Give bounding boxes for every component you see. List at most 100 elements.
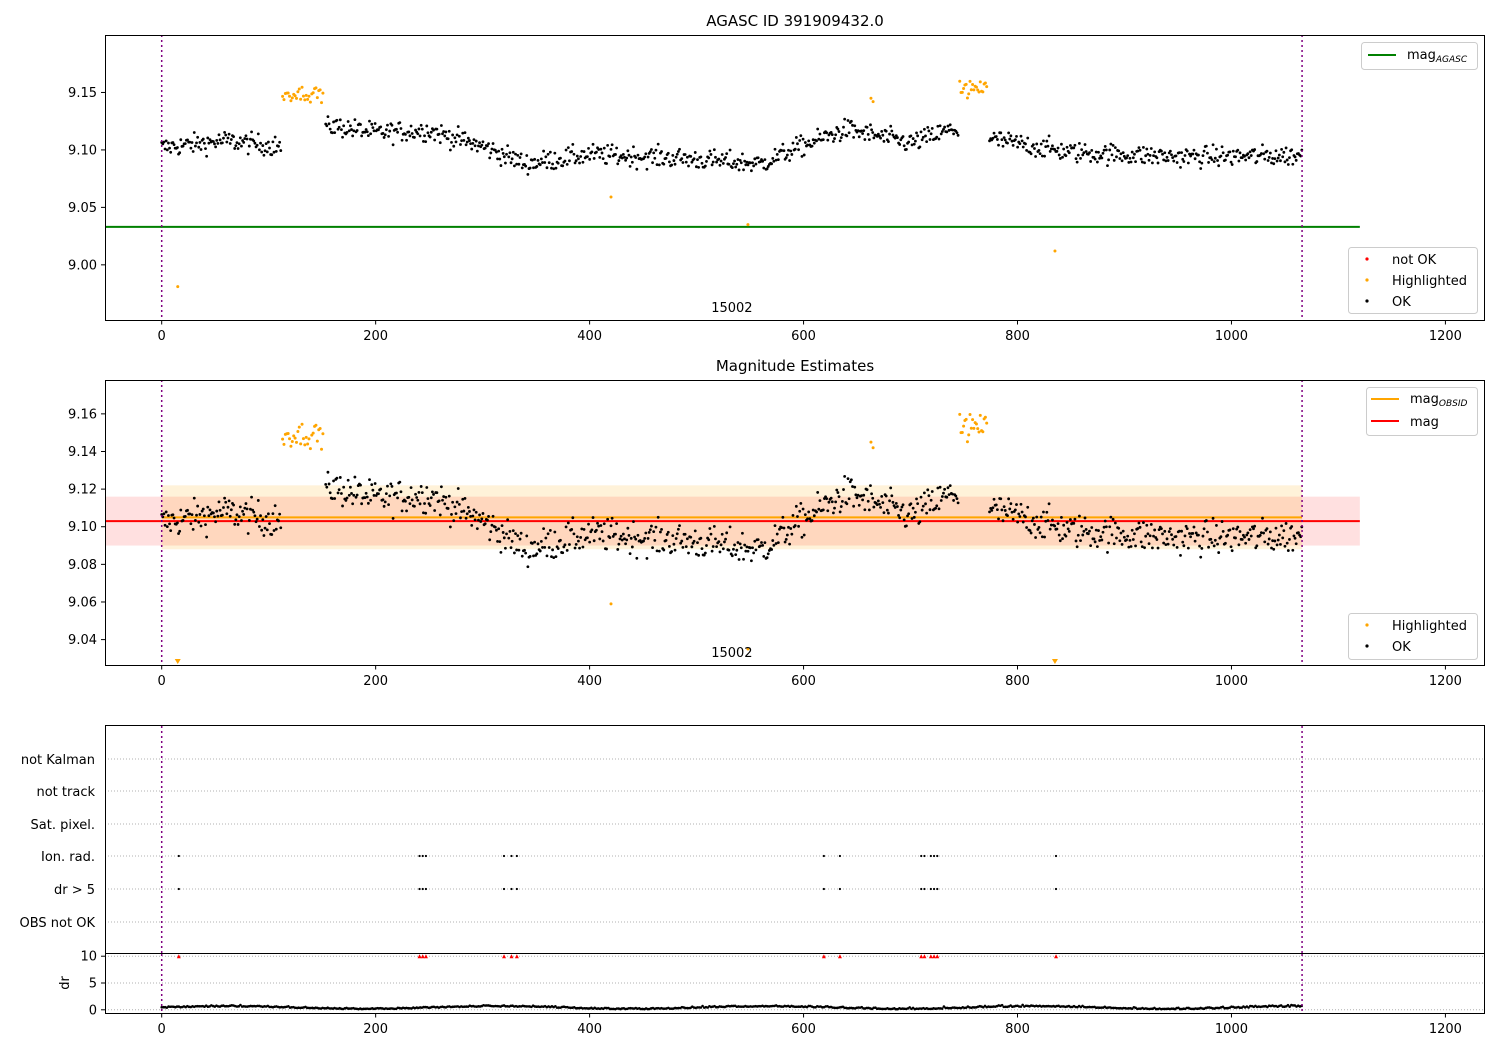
ok-point [1110,533,1114,537]
ok-point [205,535,209,539]
ok-point [377,492,380,496]
ok-point [265,528,269,532]
ok-point [424,511,428,515]
ok-point [504,161,507,165]
ok-point [528,554,532,558]
ok-point [801,507,805,511]
ok-point [719,159,723,163]
ok-point [464,516,468,520]
ok-point [1286,549,1290,552]
ok-point [224,500,228,504]
ok-point [1272,162,1276,166]
ok-point [501,531,505,534]
agasc-xtick-label: 1000 [1215,329,1248,344]
highlighted-point [303,98,307,102]
ok-point [530,158,534,162]
ok-point [183,514,187,518]
ok-point [867,508,871,512]
ok-point [1163,151,1167,155]
ok-point [204,523,207,526]
ok-point [733,159,736,163]
ok-point [360,502,364,506]
ok-point [1210,158,1214,162]
ok-point [565,162,569,166]
ok-point [832,140,835,143]
ok-point [832,511,835,515]
highlighted-point [976,427,980,431]
ok-point [754,548,758,552]
ok-point [1046,519,1050,522]
ok-point [852,135,856,139]
ok-point [243,137,247,140]
ok-point [636,153,640,157]
highlighted-point [299,442,303,446]
ok-point [548,150,552,154]
ok-point [1255,544,1259,548]
ok-point [935,504,939,508]
ok-point [274,527,278,531]
ok-point [1274,149,1278,153]
ok-point [889,124,893,128]
ok-point [714,155,717,159]
ok-point [1042,510,1045,514]
ok-point [461,497,465,501]
ok-point [914,139,917,143]
ok-point [452,519,456,523]
ok-point [451,133,455,137]
highlighted-point [981,90,985,94]
ok-point [1211,143,1215,147]
ok-point [659,530,662,534]
ok-point [1290,525,1294,528]
flag-event-point [822,887,825,891]
ok-point [1204,519,1208,522]
ok-point [195,513,198,517]
ok-point [1010,139,1014,143]
ok-point [660,150,663,153]
ok-point [741,531,744,535]
ok-point [1152,154,1155,158]
ok-point [791,141,795,145]
ok-point [1265,149,1269,153]
ok-point [1138,525,1142,529]
ok-point [202,514,206,518]
ok-point [785,533,789,537]
ok-point [415,496,419,499]
ok-point [1055,149,1059,153]
ok-point [176,146,179,149]
ok-point [1025,148,1029,152]
ok-point [787,148,790,152]
ok-point [236,523,240,526]
ok-point [368,119,371,123]
ok-point [1060,515,1063,519]
ok-point [916,502,920,506]
estimates-panel-y-ticks: 9.049.069.089.109.129.149.16 [68,407,105,648]
ok-point [247,144,251,148]
ok-point [384,128,388,132]
ok-point [214,145,218,149]
ok-point [752,551,756,555]
ok-point [854,493,858,497]
ok-point [1181,540,1185,544]
ok-point [518,156,522,159]
ok-point [199,524,203,528]
ok-point [472,138,476,142]
ok-point [714,537,717,541]
ok-point [817,137,821,141]
ok-point [546,532,550,536]
ok-point [384,492,388,496]
ok-point [591,516,595,519]
dr-point [239,1003,242,1007]
ok-point [681,545,685,549]
ok-point [204,147,207,151]
highlighted-point [746,223,750,227]
ok-point [1104,525,1108,529]
ok-point [1201,154,1205,158]
ok-point [1099,154,1103,158]
ok-point [332,120,335,124]
ok-point [455,500,459,504]
ok-point [1082,529,1086,533]
agasc-xtick-label: 0 [158,329,166,344]
ok-point [373,482,377,485]
ok-point [564,525,568,529]
dr-point [701,1004,704,1008]
